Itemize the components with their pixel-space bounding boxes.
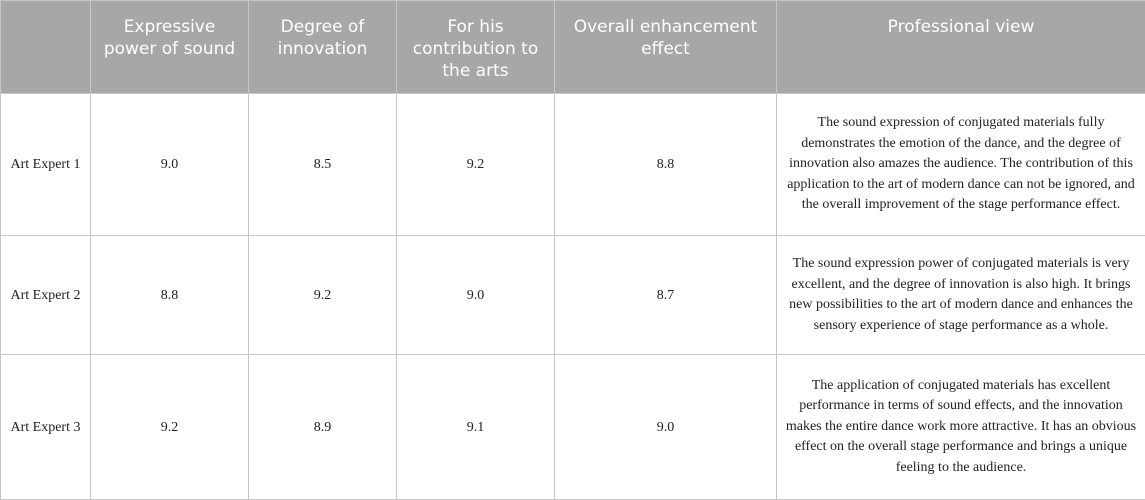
- expert-name: Art Expert 2: [1, 236, 91, 355]
- contribution-score: 9.2: [397, 94, 555, 236]
- innovation-score: 8.9: [249, 355, 397, 500]
- enhancement-score: 9.0: [555, 355, 777, 500]
- sound-score: 9.2: [91, 355, 249, 500]
- sound-score: 9.0: [91, 94, 249, 236]
- table-body: Art Expert 1 9.0 8.5 9.2 8.8 The sound e…: [1, 94, 1145, 500]
- header-sound-power: Expressive power of sound: [91, 1, 249, 94]
- header-row: Expressive power of sound Degree of inno…: [1, 1, 1145, 94]
- header-enhancement: Overall enhancement effect: [555, 1, 777, 94]
- enhancement-score: 8.7: [555, 236, 777, 355]
- table-row: Art Expert 1 9.0 8.5 9.2 8.8 The sound e…: [1, 94, 1145, 236]
- contribution-score: 9.0: [397, 236, 555, 355]
- table-row: Art Expert 2 8.8 9.2 9.0 8.7 The sound e…: [1, 236, 1145, 355]
- header-innovation: Degree of innovation: [249, 1, 397, 94]
- innovation-score: 8.5: [249, 94, 397, 236]
- expert-name: Art Expert 1: [1, 94, 91, 236]
- contribution-score: 9.1: [397, 355, 555, 500]
- professional-view-text: The sound expression power of conjugated…: [777, 236, 1145, 355]
- header-professional-view: Professional view: [777, 1, 1145, 94]
- expert-name: Art Expert 3: [1, 355, 91, 500]
- sound-score: 8.8: [91, 236, 249, 355]
- header-expert: [1, 1, 91, 94]
- enhancement-score: 8.8: [555, 94, 777, 236]
- professional-view-text: The application of conjugated materials …: [777, 355, 1145, 500]
- header-contribution: For his contribution to the arts: [397, 1, 555, 94]
- innovation-score: 9.2: [249, 236, 397, 355]
- table-row: Art Expert 3 9.2 8.9 9.1 9.0 The applica…: [1, 355, 1145, 500]
- table-header: Expressive power of sound Degree of inno…: [1, 1, 1145, 94]
- professional-view-text: The sound expression of conjugated mater…: [777, 94, 1145, 236]
